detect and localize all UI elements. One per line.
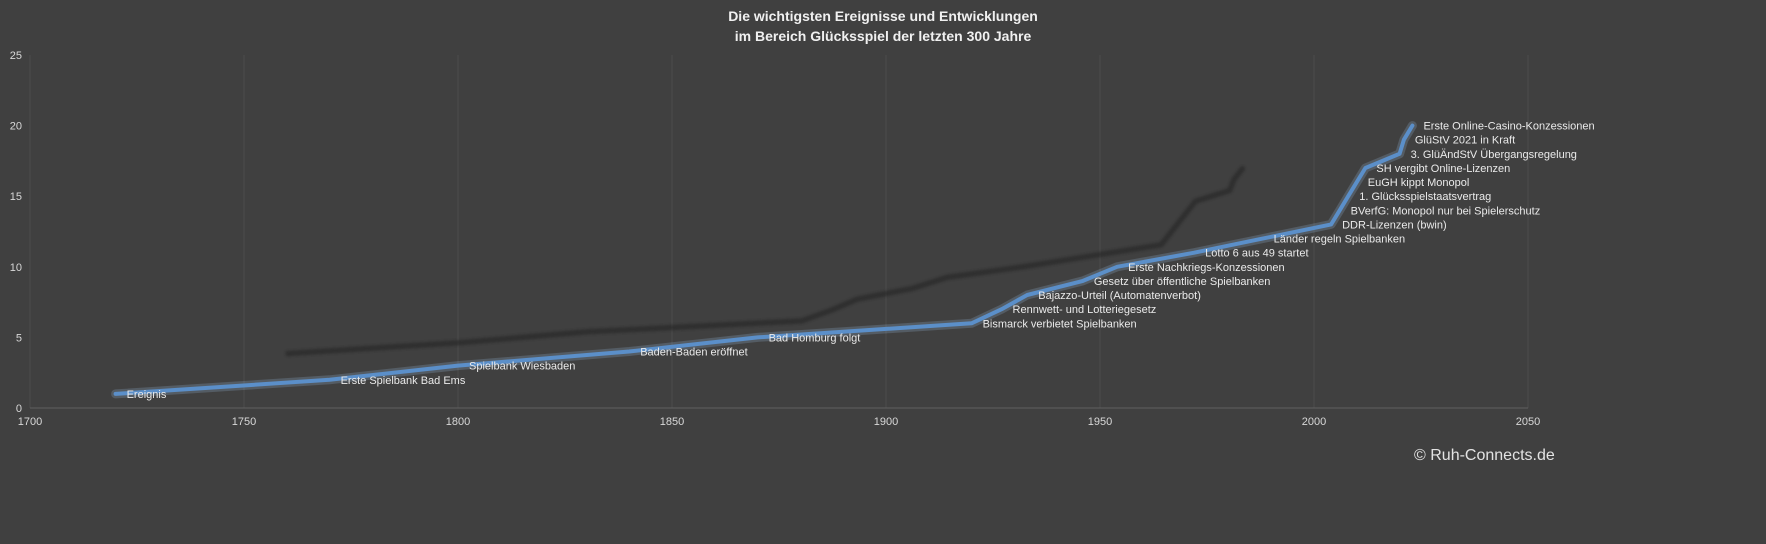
data-point-label: Baden-Baden eröffnet: [640, 347, 747, 359]
data-point-label: Spielbank Wiesbaden: [469, 361, 575, 373]
data-point-label: 1. Glücksspielstaatsvertrag: [1359, 191, 1491, 203]
y-tick-label: 0: [16, 403, 22, 415]
copyright-text: © Ruh-Connects.de: [1414, 447, 1555, 464]
data-point-label: Rennwett- und Lotteriegesetz: [1013, 304, 1157, 316]
x-tick-label: 1950: [1088, 416, 1112, 428]
data-point-label: Gesetz über öffentliche Spielbanken: [1094, 276, 1271, 288]
data-point-label: Erste Spielbank Bad Ems: [341, 375, 466, 387]
y-tick-label: 10: [10, 262, 22, 274]
data-point-label: Länder regeln Spielbanken: [1274, 234, 1406, 246]
data-point-label: 3. GlüÄndStV Übergangsregelung: [1411, 149, 1577, 161]
data-point-label: BVerfG: Monopol nur bei Spielerschutz: [1351, 205, 1541, 217]
series-line-shadow: [285, 165, 1246, 357]
data-point-label: GlüStV 2021 in Kraft: [1415, 135, 1515, 147]
chart-title-line1: Die wichtigsten Ereignisse und Entwicklu…: [728, 8, 1038, 24]
data-point-label: SH vergibt Online-Lizenzen: [1376, 163, 1510, 175]
y-tick-label: 20: [10, 121, 22, 133]
y-tick-label: 15: [10, 191, 22, 203]
data-point-label: Erste Nachkriegs-Konzessionen: [1128, 262, 1285, 274]
data-point-label: Erste Online-Casino-Konzessionen: [1423, 121, 1594, 133]
data-point-label: EuGH kippt Monopol: [1368, 177, 1470, 189]
x-tick-label: 1850: [660, 416, 684, 428]
x-tick-label: 2050: [1516, 416, 1540, 428]
chart-title: Die wichtigsten Ereignisse und Entwicklu…: [0, 6, 1766, 46]
x-tick-label: 1900: [874, 416, 898, 428]
data-point-label: Bismarck verbietet Spielbanken: [983, 318, 1137, 330]
x-tick-label: 1700: [18, 416, 42, 428]
x-tick-label: 1800: [446, 416, 470, 428]
chart-title-line2: im Bereich Glücksspiel der letzten 300 J…: [734, 28, 1032, 44]
data-point-label: Ereignis: [127, 389, 167, 401]
data-point-label: DDR-Lizenzen (bwin): [1342, 219, 1447, 231]
y-tick-label: 5: [16, 332, 22, 344]
series-line: [113, 123, 1415, 396]
x-tick-label: 1750: [232, 416, 256, 428]
data-point-label: Bajazzo-Urteil (Automatenverbot): [1038, 290, 1201, 302]
data-point-label: Bad Homburg folgt: [769, 332, 861, 344]
x-tick-label: 2000: [1302, 416, 1326, 428]
y-tick-label: 25: [10, 50, 22, 62]
data-point-label: Lotto 6 aus 49 startet: [1205, 248, 1308, 260]
